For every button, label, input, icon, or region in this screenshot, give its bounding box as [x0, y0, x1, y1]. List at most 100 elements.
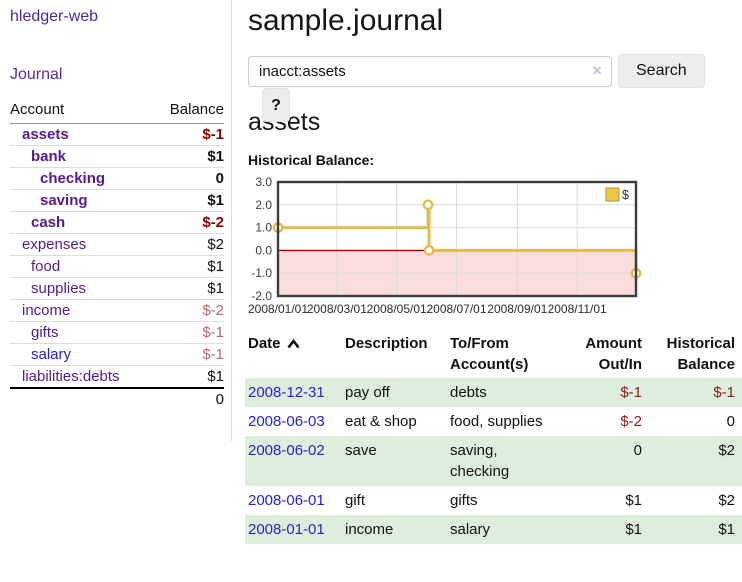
- transaction-amount: $1: [625, 492, 642, 509]
- page-title: sample.journal: [248, 4, 444, 37]
- register-header-date[interactable]: Date: [245, 330, 345, 378]
- account-row: liabilities:debts $1: [10, 365, 224, 388]
- clear-search-icon[interactable]: ×: [592, 60, 602, 80]
- svg-text:-1.0: -1.0: [251, 266, 272, 280]
- transaction-balance: 0: [726, 413, 735, 430]
- account-balance: $2: [153, 233, 224, 256]
- transaction-amount: $1: [625, 521, 642, 538]
- accounts-header-balance: Balance: [153, 99, 224, 124]
- transaction-description: pay off: [345, 384, 390, 401]
- transaction-balance: $2: [718, 442, 735, 459]
- register-header-accounts: To/From Account(s): [450, 335, 529, 373]
- accounts-table-header: Account Balance: [10, 99, 224, 124]
- accounts-total-value: 0: [153, 387, 224, 410]
- account-link-assets[interactable]: assets: [22, 126, 69, 143]
- account-row: expenses $2: [10, 233, 224, 256]
- transaction-row[interactable]: 2008-01-01 income salary $1 $1: [245, 515, 742, 544]
- register-header-row: Date Description To/From Account(s) Amou…: [245, 330, 742, 378]
- account-balance: $1: [153, 365, 224, 388]
- search-button[interactable]: Search: [618, 54, 705, 88]
- account-row: checking 0: [10, 167, 224, 190]
- account-link-gifts[interactable]: gifts: [31, 324, 59, 341]
- register-header-balance: Historical Balance: [666, 335, 735, 373]
- account-balance: $-2: [153, 299, 224, 322]
- account-link-bank[interactable]: bank: [31, 148, 67, 165]
- transaction-accounts: debts: [450, 384, 487, 401]
- accounts-total-row: 0: [10, 387, 224, 410]
- transaction-row[interactable]: 2008-06-03 eat & shop food, supplies $-2…: [245, 407, 742, 436]
- account-link-checking[interactable]: checking: [40, 170, 106, 187]
- transaction-description: income: [345, 521, 394, 538]
- chart-title: Historical Balance:: [248, 152, 375, 168]
- transaction-balance: $2: [718, 492, 735, 509]
- search-input[interactable]: [248, 55, 612, 87]
- account-link-food[interactable]: food: [31, 258, 61, 275]
- account-link-supplies[interactable]: supplies: [31, 280, 87, 297]
- account-row: saving $1: [10, 189, 224, 212]
- svg-text:2008/09/01: 2008/09/01: [487, 302, 547, 316]
- help-button[interactable]: ?: [262, 88, 290, 122]
- transaction-description: eat & shop: [345, 413, 417, 430]
- account-link-income[interactable]: income: [22, 302, 71, 319]
- transaction-accounts: salary: [450, 521, 491, 538]
- svg-text:1.0: 1.0: [255, 221, 272, 235]
- transaction-amount: 0: [633, 442, 642, 459]
- account-balance: 0: [153, 167, 224, 190]
- transaction-date-link[interactable]: 2008-01-01: [248, 521, 325, 538]
- account-balance: $-1: [153, 321, 224, 344]
- account-balance: $-1: [153, 343, 224, 366]
- accounts-table: Account Balance assets $-1 bank $1 check…: [10, 99, 224, 410]
- account-link-saving[interactable]: saving: [40, 192, 88, 209]
- transaction-row[interactable]: 2008-12-31 pay off debts $-1 $-1: [245, 378, 742, 407]
- account-row: income $-2: [10, 299, 224, 322]
- account-heading: assets: [248, 108, 321, 136]
- account-link-cash[interactable]: cash: [31, 214, 66, 231]
- sort-ascending-icon: [286, 338, 300, 349]
- account-balance: $-2: [153, 211, 224, 234]
- account-link-expenses[interactable]: expenses: [22, 236, 87, 253]
- transaction-accounts: food, supplies: [450, 413, 543, 430]
- transaction-date-link[interactable]: 2008-06-01: [248, 492, 325, 509]
- account-balance: $1: [153, 189, 224, 212]
- svg-text:3.0: 3.0: [255, 176, 272, 189]
- svg-text:2008/01/01: 2008/01/01: [248, 302, 308, 316]
- transaction-date-link[interactable]: 2008-06-03: [248, 413, 325, 430]
- transaction-row[interactable]: 2008-06-01 gift gifts $1 $2: [245, 486, 742, 515]
- transaction-amount: $-1: [620, 384, 642, 401]
- account-row: gifts $-1: [10, 321, 224, 344]
- account-balance: $1: [153, 255, 224, 278]
- account-row: bank $1: [10, 145, 224, 168]
- svg-text:0.0: 0.0: [255, 243, 272, 257]
- svg-text:2.0: 2.0: [255, 198, 272, 212]
- transaction-amount: $-2: [620, 413, 642, 430]
- transaction-date-link[interactable]: 2008-12-31: [248, 384, 325, 401]
- transaction-balance: $1: [718, 521, 735, 538]
- accounts-header-account: Account: [10, 99, 154, 124]
- svg-text:$: $: [622, 188, 629, 202]
- svg-text:-2.0: -2.0: [251, 289, 272, 303]
- app-brand-link[interactable]: hledger-web: [10, 8, 99, 25]
- transaction-row[interactable]: 2008-06-02 save saving, checking 0 $2: [245, 436, 742, 486]
- account-balance: $-1: [202, 126, 224, 143]
- account-row: assets $-1: [10, 124, 224, 146]
- sidebar-item-journal[interactable]: Journal: [10, 66, 63, 83]
- transaction-accounts: saving, checking: [450, 442, 510, 480]
- account-row: cash $-2: [10, 211, 224, 234]
- account-row: salary $-1: [10, 343, 224, 366]
- sidebar: hledger-web Journal Account Balance asse…: [0, 0, 232, 441]
- transaction-description: save: [345, 442, 377, 459]
- svg-text:2008/05/01: 2008/05/01: [367, 302, 427, 316]
- historical-balance-chart: $3.0 2.0 1.0 0.0 -1.0 -2.02008/01/012008/03/0…: [248, 176, 642, 316]
- svg-text:2008/11/01: 2008/11/01: [548, 302, 607, 316]
- transaction-date-link[interactable]: 2008-06-02: [248, 442, 325, 459]
- account-balance: $1: [153, 145, 224, 168]
- svg-text:2008/03/01: 2008/03/01: [307, 302, 367, 316]
- register-header-description: Description: [345, 335, 428, 352]
- svg-text:2008/07/01: 2008/07/01: [426, 302, 486, 316]
- transaction-accounts: gifts: [450, 492, 478, 509]
- account-link-salary[interactable]: salary: [31, 346, 72, 363]
- account-link-liabilities-debts[interactable]: liabilities:debts: [22, 368, 120, 385]
- register-header-amount: Amount Out/In: [585, 335, 642, 373]
- main-content: sample.journal × Search? assets Historic…: [232, 0, 742, 544]
- transaction-description: gift: [345, 492, 366, 509]
